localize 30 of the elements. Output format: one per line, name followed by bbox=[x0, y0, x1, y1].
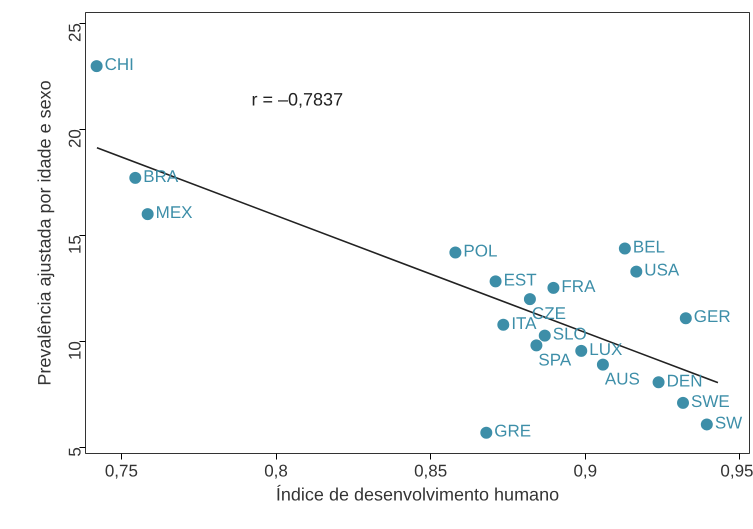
x-tick-label: 0,8 bbox=[264, 462, 288, 480]
y-tick-label: 10 bbox=[66, 341, 84, 360]
annotation: POL bbox=[463, 242, 498, 261]
annotation: r = –0,7837 bbox=[252, 90, 344, 110]
annotation: MEX bbox=[156, 203, 193, 222]
y-axis-title: Prevalência ajustada por idade e sexo bbox=[34, 80, 54, 386]
annotation: FRA bbox=[561, 276, 596, 296]
x-tick-label: 0,95 bbox=[720, 462, 753, 480]
annotation: GRE bbox=[494, 422, 532, 441]
y-tick-label: 25 bbox=[66, 23, 84, 42]
annotation: SLO bbox=[552, 324, 587, 344]
annotation: BEL bbox=[632, 237, 666, 256]
y-tick-label: 15 bbox=[66, 235, 84, 254]
annotation: CHI bbox=[104, 55, 134, 74]
annotation: DEN bbox=[666, 371, 702, 390]
annotation: EST bbox=[504, 270, 537, 290]
annotation: BRA bbox=[143, 166, 179, 186]
x-tick-label: 0,75 bbox=[104, 462, 138, 480]
x-tick-label: 0,85 bbox=[414, 462, 448, 480]
annotation: SPA bbox=[538, 350, 572, 370]
annotation: SW bbox=[714, 413, 742, 432]
annotation: GER bbox=[694, 307, 731, 326]
x-axis-title: Índice de desenvolvimento humano bbox=[276, 484, 560, 504]
y-tick-label: 20 bbox=[66, 129, 84, 148]
annotation: LUX bbox=[589, 340, 622, 359]
x-tick-label: 0,9 bbox=[573, 462, 598, 480]
annotation: AUS bbox=[604, 370, 640, 389]
annotation: SWE bbox=[691, 392, 730, 411]
annotation: USA bbox=[644, 260, 680, 280]
y-tick-label: 5 bbox=[66, 447, 84, 457]
